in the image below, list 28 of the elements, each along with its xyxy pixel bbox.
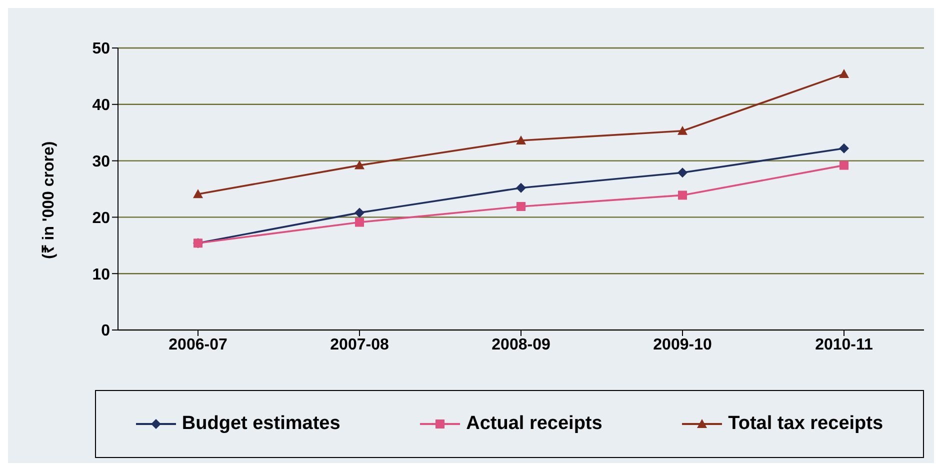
point <box>516 182 526 193</box>
point <box>678 168 688 178</box>
x-tick-label: 2008-09 <box>492 336 550 354</box>
legend-label: Actual receipts <box>465 413 602 435</box>
y-axis-title: (₹ in '000 crore) <box>40 141 58 259</box>
point <box>839 143 849 154</box>
legend-label: Budget estimates <box>180 413 340 435</box>
point <box>516 135 526 144</box>
point <box>678 126 688 135</box>
y-tick-label: 0 <box>101 322 110 340</box>
x-tick-label: 2006-07 <box>168 336 228 354</box>
point <box>193 189 203 198</box>
y-tick-label: 40 <box>92 97 110 114</box>
point <box>839 68 849 78</box>
y-tick-label: 20 <box>92 210 110 227</box>
point <box>354 208 364 218</box>
point <box>354 160 364 170</box>
point <box>678 190 687 200</box>
y-tick-label: 10 <box>92 266 110 284</box>
x-tick-label: 2007-08 <box>330 336 389 354</box>
x-tick-label: 2009-10 <box>653 336 712 354</box>
y-tick-label: 30 <box>92 153 110 170</box>
y-tick-label: 50 <box>92 40 110 58</box>
point <box>840 160 848 170</box>
legend-label: Total tax receipts <box>727 413 884 435</box>
x-tick-label: 2010-11 <box>815 336 874 354</box>
point <box>355 218 364 227</box>
point <box>516 202 526 211</box>
